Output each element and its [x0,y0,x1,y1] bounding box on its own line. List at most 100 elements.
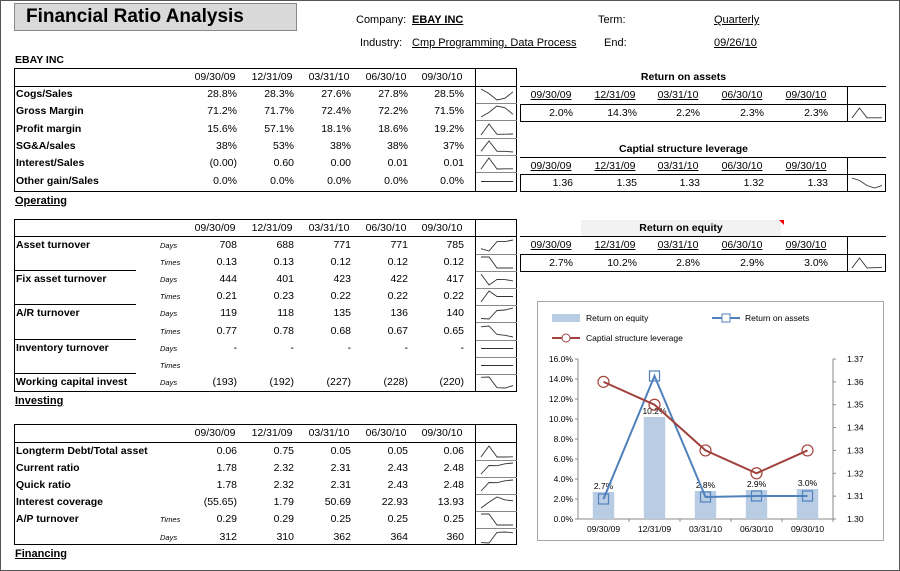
capital-structure-title: Captial structure leverage [619,143,748,155]
roe-bar-data-label: 3.0% [798,478,818,488]
operating-cell: 0.0% [327,174,351,187]
financing-link[interactable]: Financing [15,548,67,560]
x-tick-label: 06/30/10 [740,524,773,534]
company-link[interactable]: EBAY INC [412,14,464,26]
operating-cell: 19.2% [434,122,464,135]
operating-sparkline [478,173,516,190]
operating-cell: 28.5% [434,88,464,100]
end-date-link[interactable]: 09/26/10 [714,37,757,49]
operating-sparkline [478,138,516,155]
financing-period-header: 06/30/10 [365,427,407,439]
roa-marker [801,490,814,502]
operating-row-label: Gross Margin [16,105,84,118]
industry-link[interactable]: Cmp Programming, Data Process [412,37,577,49]
financing-row-label: Current ratio [16,462,80,475]
investing-cell: 118 [277,307,294,320]
investing-row-unit: Days [160,241,178,250]
y-left-tick-label: 2.0% [554,494,574,504]
capital-structure-period-header: 03/31/10 [657,160,699,172]
investing-link[interactable]: Investing [15,395,64,407]
roa-marker [597,493,610,505]
investing-row-unit: Times [160,292,181,302]
roe-value: 2.9% [740,257,764,269]
comment-indicator[interactable] [779,220,784,225]
operating-row-label: Profit margin [16,122,82,135]
investing-cell: 0.77 [216,324,237,337]
operating-cell: 72.4% [321,105,351,118]
financing-row-label: Quick ratio [16,479,71,492]
roa-period-header: 12/31/09 [594,89,636,101]
roe-value: 3.0% [804,257,828,269]
y-left-tick-label: 6.0% [554,454,574,464]
operating-sparkline [478,86,516,103]
financing-sparkline [478,511,516,528]
y-right-tick-label: 1.32 [847,468,864,478]
operating-row-label: Other gain/Sales [16,174,99,187]
y-right-tick-label: 1.30 [847,514,864,524]
operating-cell: 28.8% [207,88,237,100]
financing-cell: 0.25 [387,513,408,526]
x-tick-label: 09/30/09 [587,524,620,534]
combo-chart[interactable]: 0.0% 2.0% 4.0% 6.0% 8.0% 10.0% 12.0% 14.0% 16.0%… [537,301,884,541]
financing-cell: 2.31 [330,479,351,492]
legend-leverage-label: Captial structure leverage [586,333,683,343]
investing-sparkline [478,357,516,374]
company-label: Company: [356,14,407,26]
operating-cell: 0.60 [273,157,294,170]
roe-bar [643,417,666,519]
roe-bar [745,490,768,519]
operating-table [14,68,517,192]
investing-cell: 0.12 [330,256,351,269]
investing-cell: - [233,341,238,354]
roe-bar-data-label: 2.7% [594,481,614,491]
investing-cell: 119 [220,307,237,320]
term-link[interactable]: Quarterly [714,14,760,26]
roe-bar-data-label: 2.9% [747,479,767,489]
legend-leverage-marker [561,333,571,343]
roe-values-row [520,254,886,272]
investing-cell: - [290,341,295,354]
financing-cell: 50.69 [324,496,351,509]
operating-link[interactable]: Operating [15,195,67,207]
financing-row-label: Longterm Debt/Total asset [16,445,148,457]
roa-marker [648,370,661,382]
roe-bar [796,489,819,519]
financing-sparkline [478,443,516,460]
investing-row-label: Working capital invest [16,375,128,388]
operating-cell: 0.0% [213,174,237,187]
investing-cell: 688 [276,239,294,251]
investing-row-unit: Days [160,309,178,319]
investing-cell: 708 [219,239,237,251]
roe-bar-data-label: 2.8% [696,480,716,490]
investing-row-label: Asset turnover [16,239,91,251]
financing-sparkline-line [481,513,513,526]
investing-row-unit: Days [160,377,178,387]
legend-roa-marker [721,313,731,323]
capital-structure-value: 1.35 [616,177,637,189]
capital-structure-value: 1.33 [679,177,700,189]
financing-cell: 362 [333,530,351,543]
roe-sparkline [849,255,885,271]
investing-cell: 417 [446,273,464,286]
investing-row-unit: Days [160,343,178,353]
financing-cell: 0.25 [330,513,351,526]
roe-period-header: 12/31/09 [594,239,636,251]
financing-row-label: A/P turnover [16,513,79,526]
financing-cell: 2.48 [443,462,464,475]
capital-structure-period-header: 09/30/09 [530,160,572,172]
investing-cell: 0.22 [330,290,351,303]
operating-row-label: Interest/Sales [16,157,85,170]
roe-bar-data-label: 10.2% [642,406,667,416]
investing-period-header: 12/31/09 [251,222,293,234]
y-left-tick-label: 0.0% [554,514,574,524]
operating-cell: 57.1% [264,122,294,135]
financing-cell: 0.05 [387,445,408,457]
operating-cell: 71.2% [207,105,237,118]
investing-sparkline-line [480,273,514,286]
financing-cell: 364 [390,530,408,543]
financing-cell: 310 [276,530,294,543]
investing-sparkline [478,340,516,357]
y-right-tick-label: 1.37 [847,354,864,364]
legend-roa-label: Return on assets [745,313,809,323]
investing-cell: 0.22 [387,290,408,303]
